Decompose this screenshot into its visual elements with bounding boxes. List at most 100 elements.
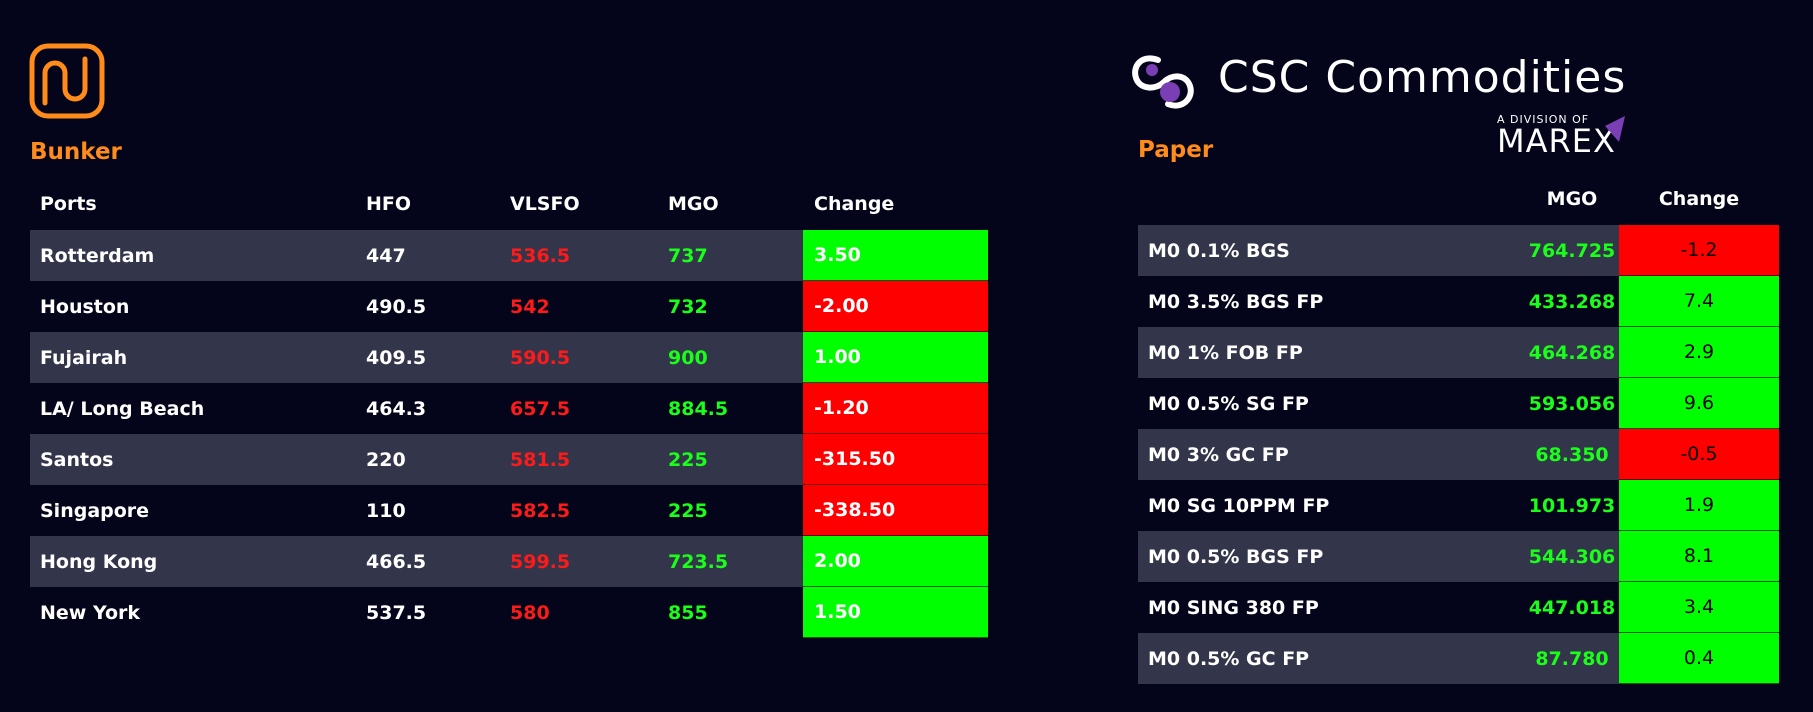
header-change: Change [1658, 188, 1740, 210]
mgo-price: 433.268 [1528, 290, 1616, 313]
header-mgo: MGO [668, 193, 719, 215]
port-name: Rotterdam [40, 244, 155, 267]
table-row: Santos 220 581.5 225 -315.50 [30, 434, 988, 485]
bunker-logo-icon [29, 43, 105, 119]
hfo-price: 490.5 [366, 295, 427, 318]
bunker-section-title: Bunker [30, 139, 122, 165]
change-value: 8.1 [1619, 531, 1779, 582]
change-value: -315.50 [803, 434, 988, 485]
table-row: Fujairah 409.5 590.5 900 1.00 [30, 332, 988, 383]
mgo-price: 544.306 [1528, 545, 1616, 568]
change-value: 7.4 [1619, 276, 1779, 327]
port-name: Singapore [40, 499, 150, 522]
contract-name: M0 1% FOB FP [1148, 341, 1303, 364]
vlsfo-price: 599.5 [510, 550, 571, 573]
table-row: M0 3.5% BGS FP 433.268 7.4 [1138, 276, 1779, 327]
hfo-price: 409.5 [366, 346, 427, 369]
mgo-price: 900 [668, 346, 708, 369]
change-value: 9.6 [1619, 378, 1779, 429]
mgo-price: 723.5 [668, 550, 729, 573]
brand-name: CSC Commodities [1218, 52, 1627, 103]
table-row: Singapore 110 582.5 225 -338.50 [30, 485, 988, 536]
change-value: -1.20 [803, 383, 988, 434]
table-row: M0 SG 10PPM FP 101.973 1.9 [1138, 480, 1779, 531]
hfo-price: 466.5 [366, 550, 427, 573]
brand-subtitle: A DIVISION OF [1497, 113, 1590, 126]
change-value: -1.2 [1619, 225, 1779, 276]
table-row: M0 1% FOB FP 464.268 2.9 [1138, 327, 1779, 378]
table-row: Hong Kong 466.5 599.5 723.5 2.00 [30, 536, 988, 587]
hfo-price: 220 [366, 448, 406, 471]
table-row: M0 3% GC FP 68.350 -0.5 [1138, 429, 1779, 480]
vlsfo-price: 542 [510, 295, 550, 318]
port-name: Santos [40, 448, 114, 471]
port-name: New York [40, 601, 141, 624]
mgo-price: 855 [668, 601, 708, 624]
vlsfo-price: 536.5 [510, 244, 571, 267]
table-row: Rotterdam 447 536.5 737 3.50 [30, 230, 988, 281]
bunker-table: Ports HFO VLSFO MGO Change Rotterdam 447… [30, 185, 988, 638]
hfo-price: 110 [366, 499, 406, 522]
vlsfo-price: 582.5 [510, 499, 571, 522]
vlsfo-price: 581.5 [510, 448, 571, 471]
change-value: 3.4 [1619, 582, 1779, 633]
contract-name: M0 SING 380 FP [1148, 596, 1319, 619]
change-value: -2.00 [803, 281, 988, 332]
header-ports: Ports [40, 193, 97, 215]
bunker-table-header: Ports HFO VLSFO MGO Change [30, 185, 988, 230]
table-row: M0 0.5% GC FP 87.780 0.4 [1138, 633, 1779, 684]
mgo-price: 737 [668, 244, 708, 267]
contract-name: M0 3% GC FP [1148, 443, 1289, 466]
contract-name: M0 3.5% BGS FP [1148, 290, 1324, 313]
header-change: Change [814, 193, 895, 215]
mgo-price: 447.018 [1528, 596, 1616, 619]
hfo-price: 537.5 [366, 601, 427, 624]
csc-swirl-icon [1132, 55, 1194, 109]
header-vlsfo: VLSFO [510, 193, 580, 215]
change-value: 1.00 [803, 332, 988, 383]
mgo-price: 732 [668, 295, 708, 318]
header-mgo: MGO [1546, 188, 1598, 210]
hfo-price: 464.3 [366, 397, 427, 420]
table-row: Houston 490.5 542 732 -2.00 [30, 281, 988, 332]
vlsfo-price: 580 [510, 601, 550, 624]
port-name: LA/ Long Beach [40, 397, 205, 420]
contract-name: M0 0.5% SG FP [1148, 392, 1309, 415]
vlsfo-price: 590.5 [510, 346, 571, 369]
change-value: 3.50 [803, 230, 988, 281]
mgo-price: 593.056 [1528, 392, 1616, 415]
mgo-price: 68.350 [1535, 443, 1609, 466]
mgo-price: 225 [668, 499, 708, 522]
mgo-price: 101.973 [1528, 494, 1616, 517]
change-value: 1.50 [803, 587, 988, 638]
contract-name: M0 SG 10PPM FP [1148, 494, 1330, 517]
table-row: M0 0.5% BGS FP 544.306 8.1 [1138, 531, 1779, 582]
contract-name: M0 0.5% BGS FP [1148, 545, 1324, 568]
change-value: -0.5 [1619, 429, 1779, 480]
table-row: M0 0.5% SG FP 593.056 9.6 [1138, 378, 1779, 429]
marex-triangle-icon [1605, 116, 1625, 142]
table-row: M0 0.1% BGS 764.725 -1.2 [1138, 225, 1779, 276]
header-hfo: HFO [366, 193, 412, 215]
paper-section-title: Paper [1138, 137, 1214, 163]
mgo-price: 464.268 [1528, 341, 1616, 364]
port-name: Houston [40, 295, 130, 318]
mgo-price: 764.725 [1528, 239, 1616, 262]
table-row: New York 537.5 580 855 1.50 [30, 587, 988, 638]
hfo-price: 447 [366, 244, 406, 267]
vlsfo-price: 657.5 [510, 397, 571, 420]
port-name: Hong Kong [40, 550, 158, 573]
mgo-price: 884.5 [668, 397, 729, 420]
contract-name: M0 0.1% BGS [1148, 239, 1290, 262]
paper-table: MGO Change M0 0.1% BGS 764.725 -1.2 M0 3… [1138, 180, 1779, 684]
mgo-price: 225 [668, 448, 708, 471]
change-value: 0.4 [1619, 633, 1779, 684]
mgo-price: 87.780 [1535, 647, 1609, 670]
brand-parent: MAREX [1497, 122, 1616, 160]
table-row: M0 SING 380 FP 447.018 3.4 [1138, 582, 1779, 633]
change-value: 2.00 [803, 536, 988, 587]
port-name: Fujairah [40, 346, 128, 369]
change-value: -338.50 [803, 485, 988, 536]
change-value: 2.9 [1619, 327, 1779, 378]
